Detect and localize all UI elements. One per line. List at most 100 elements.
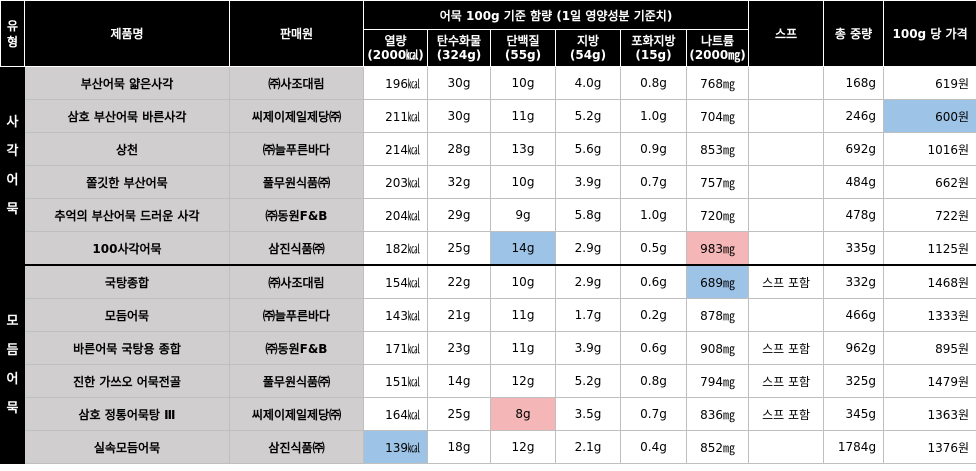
- header-satfat: 포화지방 (15g): [620, 29, 687, 67]
- weight-cell: 325g: [823, 364, 885, 398]
- satfat-cell: 0.6g: [620, 331, 687, 365]
- soup-cell: 스프 포함: [748, 264, 825, 299]
- kcal-cell-lowest: 139㎉: [363, 430, 428, 464]
- weight-cell: 335g: [823, 231, 885, 266]
- header-soup: 스프: [748, 0, 825, 67]
- carb-cell: 21g: [427, 298, 491, 332]
- carb-cell: 30g: [427, 66, 491, 100]
- kcal-cell: 211㎉: [363, 99, 428, 133]
- carb-cell: 30g: [427, 99, 491, 133]
- seller-name: 삼진식품㈜: [229, 430, 364, 464]
- satfat-cell: 1.0g: [620, 198, 687, 232]
- sodium-cell: 794㎎: [685, 364, 750, 398]
- protein-cell: 11g: [490, 331, 556, 365]
- seller-name: 씨제이제일제당㈜: [229, 397, 364, 431]
- fat-cell: 5.6g: [555, 132, 621, 166]
- weight-cell: 484g: [823, 165, 885, 199]
- product-name: 100사각어묵: [24, 231, 230, 266]
- header-fat: 지방 (54g): [555, 29, 621, 67]
- soup-cell: [748, 99, 825, 133]
- table-row: 삼호 정통어묵탕 Ⅲ 씨제이제일제당㈜ 164㎉ 25g 8g 3.5g 0.7…: [1, 397, 976, 431]
- fat-cell: 5.2g: [555, 99, 621, 133]
- weight-cell: 168g: [823, 66, 885, 100]
- satfat-cell: 1.0g: [620, 99, 687, 133]
- sodium-cell: 908㎎: [685, 331, 750, 365]
- price-cell: 1468원: [883, 264, 976, 299]
- kcal-cell: 203㎉: [363, 165, 428, 199]
- fat-cell: 1.7g: [555, 298, 621, 332]
- price-cell: 722원: [883, 198, 976, 232]
- carb-cell: 22g: [427, 264, 491, 299]
- carb-cell: 25g: [427, 397, 491, 431]
- sodium-cell-highest: 983㎎: [685, 231, 750, 266]
- satfat-cell: 0.7g: [620, 165, 687, 199]
- table-row: 실속모듬어묵 삼진식품㈜ 139㎉ 18g 12g 2.1g 0.4g 852㎎…: [1, 430, 976, 464]
- carb-cell: 28g: [427, 132, 491, 166]
- sodium-cell: 836㎎: [685, 397, 750, 431]
- carb-cell: 32g: [427, 165, 491, 199]
- product-name: 쫄깃한 부산어묵: [24, 165, 230, 199]
- table-row: 모듬어묵 ㈜늘푸른바다 143㎉ 21g 11g 1.7g 0.2g 878㎎ …: [1, 298, 976, 332]
- kcal-cell: 143㎉: [363, 298, 428, 332]
- product-name: 추억의 부산어묵 드러운 사각: [24, 198, 230, 232]
- weight-cell: 478g: [823, 198, 885, 232]
- soup-cell: [748, 298, 825, 332]
- header-weight: 총 중량: [823, 0, 885, 67]
- satfat-cell: 0.7g: [620, 397, 687, 431]
- price-cell: 1016원: [883, 132, 976, 166]
- seller-name: ㈜사조대림: [229, 264, 364, 299]
- sodium-cell: 852㎎: [685, 430, 750, 464]
- header-price: 100g 당 가격: [883, 0, 976, 67]
- satfat-cell: 0.5g: [620, 231, 687, 266]
- weight-cell: 692g: [823, 132, 885, 166]
- kcal-cell: 151㎉: [363, 364, 428, 398]
- soup-cell: [748, 231, 825, 266]
- product-name: 부산어묵 얇은사각: [24, 66, 230, 100]
- table-row: 삼호 부산어묵 바른사각 씨제이제일제당㈜ 211㎉ 30g 11g 5.2g …: [1, 99, 976, 133]
- satfat-cell: 0.6g: [620, 264, 687, 299]
- price-cell: 1479원: [883, 364, 976, 398]
- kcal-cell: 164㎉: [363, 397, 428, 431]
- seller-name: ㈜늘푸른바다: [229, 298, 364, 332]
- header-kcal: 열량 (2000㎉): [363, 29, 428, 67]
- fat-cell: 2.9g: [555, 231, 621, 266]
- sodium-cell: 768㎎: [685, 66, 750, 100]
- weight-cell: 345g: [823, 397, 885, 431]
- soup-cell: 스프 포함: [748, 331, 825, 365]
- protein-cell: 11g: [490, 99, 556, 133]
- header-type: 유형: [0, 0, 25, 67]
- product-name: 삼호 정통어묵탕 Ⅲ: [24, 397, 230, 431]
- product-name: 실속모듬어묵: [24, 430, 230, 464]
- protein-cell: 10g: [490, 66, 556, 100]
- sodium-cell: 720㎎: [685, 198, 750, 232]
- fat-cell: 5.8g: [555, 198, 621, 232]
- protein-cell-lowest: 8g: [490, 397, 556, 431]
- satfat-cell: 0.8g: [620, 66, 687, 100]
- seller-name: ㈜사조대림: [229, 66, 364, 100]
- table-row: 상천 ㈜늘푸른바다 214㎉ 28g 13g 5.6g 0.9g 853㎎ 69…: [1, 132, 976, 166]
- seller-name: 풀무원식품㈜: [229, 364, 364, 398]
- protein-cell: 10g: [490, 165, 556, 199]
- protein-cell: 13g: [490, 132, 556, 166]
- weight-cell: 246g: [823, 99, 885, 133]
- kcal-cell: 204㎉: [363, 198, 428, 232]
- soup-cell: [748, 198, 825, 232]
- carb-cell: 14g: [427, 364, 491, 398]
- kcal-cell: 154㎉: [363, 264, 428, 299]
- fat-cell: 2.1g: [555, 430, 621, 464]
- sodium-cell: 878㎎: [685, 298, 750, 332]
- fat-cell: 5.2g: [555, 364, 621, 398]
- header-seller: 판매원: [229, 0, 364, 67]
- price-cell: 895원: [883, 331, 976, 365]
- soup-cell: [748, 66, 825, 100]
- soup-cell: [748, 165, 825, 199]
- price-cell: 1125원: [883, 231, 976, 266]
- sodium-cell: 853㎎: [685, 132, 750, 166]
- seller-name: 풀무원식품㈜: [229, 165, 364, 199]
- product-name: 바른어묵 국탕용 종합: [24, 331, 230, 365]
- kcal-cell: 214㎉: [363, 132, 428, 166]
